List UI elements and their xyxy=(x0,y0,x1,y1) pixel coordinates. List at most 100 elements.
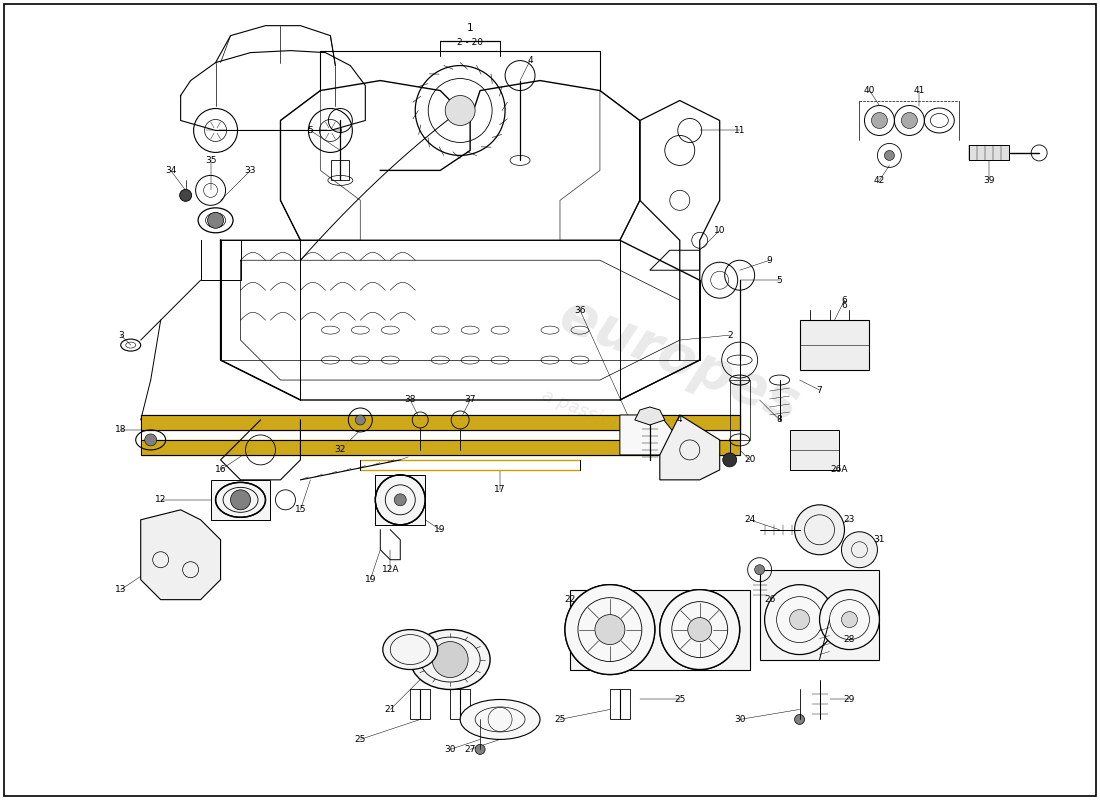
Text: 22: 22 xyxy=(564,595,575,604)
Text: 19: 19 xyxy=(434,526,446,534)
Text: 21: 21 xyxy=(385,705,396,714)
Circle shape xyxy=(794,714,804,725)
Text: 4: 4 xyxy=(527,56,532,65)
Circle shape xyxy=(432,642,469,678)
Circle shape xyxy=(794,505,845,554)
Text: 34: 34 xyxy=(165,166,176,175)
Text: 2: 2 xyxy=(727,330,733,340)
Text: 6: 6 xyxy=(842,296,847,305)
Ellipse shape xyxy=(383,630,438,670)
Text: 40: 40 xyxy=(864,86,876,95)
Text: a passion since 1985: a passion since 1985 xyxy=(539,386,722,474)
Text: 1: 1 xyxy=(466,22,473,33)
Text: 18: 18 xyxy=(116,426,127,434)
Text: 2 - 20: 2 - 20 xyxy=(458,38,483,47)
Text: 19: 19 xyxy=(364,575,376,584)
Bar xyxy=(760,570,879,659)
Bar xyxy=(450,690,470,719)
Circle shape xyxy=(688,618,712,642)
Polygon shape xyxy=(620,415,680,455)
Bar xyxy=(790,430,839,470)
Polygon shape xyxy=(660,415,719,480)
Text: 25: 25 xyxy=(554,715,565,724)
Circle shape xyxy=(755,565,764,574)
Circle shape xyxy=(764,585,835,654)
Text: 30: 30 xyxy=(444,745,455,754)
Circle shape xyxy=(595,614,625,645)
Text: 12: 12 xyxy=(155,495,166,504)
Text: 26A: 26A xyxy=(830,466,848,474)
Circle shape xyxy=(820,590,879,650)
Text: 12A: 12A xyxy=(382,566,399,574)
Circle shape xyxy=(179,190,191,202)
Circle shape xyxy=(595,614,625,645)
Circle shape xyxy=(842,612,858,628)
Text: 15: 15 xyxy=(295,506,306,514)
Polygon shape xyxy=(141,510,221,600)
Circle shape xyxy=(884,150,894,161)
Circle shape xyxy=(394,494,406,506)
Text: 27: 27 xyxy=(464,745,476,754)
Circle shape xyxy=(660,590,739,670)
Text: 37: 37 xyxy=(464,395,476,405)
Circle shape xyxy=(446,95,475,126)
Bar xyxy=(609,690,630,719)
Circle shape xyxy=(231,490,251,510)
Bar xyxy=(410,690,430,719)
Bar xyxy=(969,146,1009,161)
Text: 28: 28 xyxy=(844,635,855,644)
Circle shape xyxy=(723,453,737,467)
Circle shape xyxy=(871,113,888,129)
Text: 26: 26 xyxy=(763,595,776,604)
Text: 29: 29 xyxy=(844,695,855,704)
Circle shape xyxy=(355,415,365,425)
Text: 6: 6 xyxy=(842,301,847,310)
Text: 4: 4 xyxy=(676,415,683,425)
Circle shape xyxy=(145,434,156,446)
Text: 38: 38 xyxy=(405,395,416,405)
Text: 5: 5 xyxy=(308,126,314,135)
Ellipse shape xyxy=(410,630,491,690)
Text: 13: 13 xyxy=(116,585,127,594)
Text: 36: 36 xyxy=(574,306,585,314)
Text: 39: 39 xyxy=(983,176,996,185)
Circle shape xyxy=(660,590,739,670)
Text: 9: 9 xyxy=(767,256,772,265)
Text: 20: 20 xyxy=(744,455,756,464)
Text: 33: 33 xyxy=(245,166,256,175)
Bar xyxy=(570,590,750,670)
Circle shape xyxy=(475,745,485,754)
Text: 31: 31 xyxy=(873,535,886,544)
Text: 11: 11 xyxy=(734,126,746,135)
Circle shape xyxy=(208,212,223,228)
Text: 3: 3 xyxy=(118,330,123,340)
Circle shape xyxy=(688,618,712,642)
Text: europes: europes xyxy=(552,288,807,433)
Bar xyxy=(331,161,350,180)
Bar xyxy=(375,475,426,525)
Ellipse shape xyxy=(460,699,540,739)
Text: 25: 25 xyxy=(674,695,685,704)
Text: 32: 32 xyxy=(334,446,346,454)
Circle shape xyxy=(565,585,654,674)
Bar xyxy=(210,480,271,520)
Circle shape xyxy=(565,585,654,674)
Text: 10: 10 xyxy=(714,226,726,234)
Bar xyxy=(800,320,869,370)
Text: 35: 35 xyxy=(205,156,217,165)
Bar xyxy=(729,380,750,440)
Text: 25: 25 xyxy=(354,735,366,744)
Text: 41: 41 xyxy=(914,86,925,95)
Text: 30: 30 xyxy=(734,715,746,724)
Text: 16: 16 xyxy=(214,466,227,474)
Text: 42: 42 xyxy=(873,176,886,185)
Text: 23: 23 xyxy=(844,515,855,524)
Circle shape xyxy=(842,532,878,568)
Text: 5: 5 xyxy=(777,276,782,285)
Text: 24: 24 xyxy=(744,515,756,524)
Polygon shape xyxy=(635,407,664,425)
Circle shape xyxy=(790,610,810,630)
Text: 8: 8 xyxy=(777,415,782,425)
Text: 7: 7 xyxy=(816,386,823,394)
Circle shape xyxy=(901,113,917,129)
